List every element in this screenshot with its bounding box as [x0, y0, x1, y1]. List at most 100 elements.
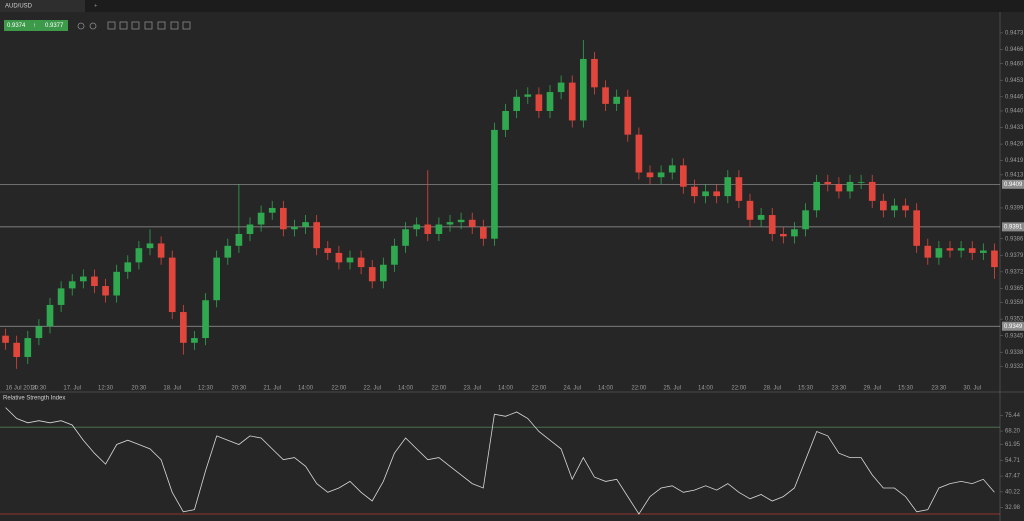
- x-tick-label: 14:00: [598, 386, 614, 392]
- y-tick-label: 0.9372: [1005, 269, 1024, 275]
- x-tick-label: 14:00: [298, 386, 314, 392]
- candle-body: [746, 200, 754, 220]
- y-tick-label: 0.9352: [1005, 317, 1024, 323]
- arrow-icon: ↑: [33, 23, 36, 29]
- tool-button[interactable]: [119, 21, 128, 30]
- candle-body: [991, 250, 998, 268]
- candle-body: [668, 165, 676, 173]
- y-tick-label: 0.9399: [1005, 206, 1024, 212]
- candle-body: [780, 233, 787, 237]
- x-tick-label: 22:00: [631, 386, 647, 392]
- candle-body: [235, 233, 243, 246]
- candle-body: [602, 87, 609, 104]
- y-tick-label: 0.9332: [1005, 364, 1024, 370]
- x-tick-label: 16 Jul 2014: [6, 386, 38, 392]
- candle-body: [335, 252, 343, 263]
- tool-button[interactable]: [144, 21, 153, 30]
- zoom-in-button[interactable]: [77, 22, 85, 30]
- tool-button[interactable]: [131, 21, 140, 30]
- candle-body: [480, 226, 487, 239]
- candle-body: [457, 219, 465, 223]
- y-tick-label: 0.9426: [1005, 142, 1024, 148]
- candle-body: [802, 210, 809, 230]
- candle-body: [13, 342, 20, 357]
- tool-button[interactable]: [107, 21, 116, 30]
- candle-body: [613, 96, 620, 104]
- tool-button[interactable]: [157, 21, 166, 30]
- y-tick-label: 0.9473: [1005, 31, 1024, 37]
- x-tick-label: 23:30: [831, 386, 847, 392]
- candle-body: [202, 300, 209, 339]
- y-tick-label: 0.9419: [1005, 158, 1024, 164]
- x-tick-label: 23:30: [931, 386, 947, 392]
- candle-body: [580, 58, 587, 121]
- x-tick-label: 12:30: [198, 386, 214, 392]
- candle-body: [80, 276, 87, 282]
- candle-body: [946, 248, 954, 251]
- candle-body: [368, 267, 376, 282]
- candle-body: [535, 94, 543, 111]
- candle-body: [880, 200, 887, 211]
- x-tick-label: 29. Jul: [863, 386, 881, 392]
- tab-bar: [0, 0, 1024, 12]
- candle-body: [768, 215, 776, 234]
- x-tick-label: 12:30: [98, 386, 114, 392]
- candle-body: [168, 257, 176, 313]
- indicator-title: Relative Strength Index: [3, 396, 65, 402]
- candle-body: [557, 82, 565, 93]
- y-tick-label: 0.9453: [1005, 78, 1024, 84]
- add-tab-icon[interactable]: +: [94, 4, 98, 10]
- candle-body: [824, 181, 832, 185]
- candle-body: [846, 181, 854, 192]
- y-tick-label: 61.95: [1005, 442, 1021, 448]
- y-tick-label: 0.9379: [1005, 253, 1024, 259]
- candle-body: [813, 181, 820, 211]
- candle-body: [446, 222, 454, 225]
- candle-body: [257, 212, 265, 225]
- candle-body: [424, 224, 432, 234]
- candle-body: [435, 224, 443, 234]
- candle-body: [724, 177, 732, 197]
- level-label-box: [1002, 222, 1024, 232]
- level-label-box: [1002, 179, 1024, 189]
- candle-body: [224, 245, 232, 258]
- y-tick-label: 0.9345: [1005, 333, 1024, 339]
- x-tick-label: 14:00: [698, 386, 714, 392]
- x-tick-label: 25. Jul: [663, 386, 681, 392]
- candle-body: [691, 186, 698, 197]
- toolbar: [77, 21, 191, 30]
- candle-body: [757, 215, 765, 220]
- candle-body: [124, 262, 132, 272]
- tool-button[interactable]: [170, 21, 179, 30]
- y-tick-label: 0.9460: [1005, 61, 1024, 67]
- candle-body: [646, 172, 654, 178]
- candle-body: [357, 257, 365, 268]
- y-tick-label: 68.20: [1005, 429, 1021, 435]
- candle-body: [524, 94, 532, 97]
- quote-box[interactable]: [4, 20, 68, 31]
- x-tick-label: 14:00: [498, 386, 514, 392]
- candle-body: [246, 224, 254, 234]
- x-tick-label: 20:30: [231, 386, 247, 392]
- candle-body: [591, 58, 598, 88]
- candle-body: [891, 205, 898, 211]
- candle-body: [413, 224, 420, 230]
- x-tick-label: 23. Jul: [463, 386, 481, 392]
- candle-body: [213, 257, 220, 301]
- x-tick-label: 22:00: [731, 386, 747, 392]
- ask-price: 0.9377: [45, 23, 64, 29]
- y-tick-label: 40.22: [1005, 489, 1021, 495]
- candle-body: [624, 96, 632, 135]
- y-tick-label: 0.9386: [1005, 236, 1024, 242]
- tool-button[interactable]: [182, 21, 191, 30]
- zoom-out-button[interactable]: [89, 22, 97, 30]
- level-label: 0.9391: [1004, 224, 1023, 230]
- candle-body: [491, 129, 498, 239]
- tab[interactable]: [0, 0, 85, 12]
- x-tick-label: 20:30: [31, 386, 47, 392]
- x-tick-label: 14:00: [398, 386, 414, 392]
- x-tick-label: 15:30: [798, 386, 814, 392]
- candle-body: [324, 248, 332, 253]
